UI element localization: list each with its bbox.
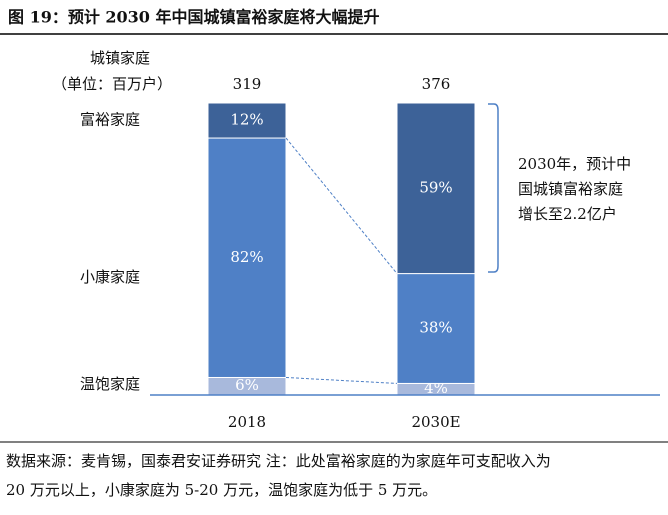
bar-segment: [396, 273, 476, 384]
bar-segment: [396, 102, 476, 275]
annotation: 增长至2.2亿户: [518, 205, 617, 223]
value-label: 59%: [419, 178, 452, 196]
bar-segment: [207, 102, 287, 139]
total-label: 319: [233, 75, 262, 93]
total-label: 376: [422, 75, 451, 93]
value-label: 82%: [230, 248, 263, 266]
source: 数据来源：麦肯锡，国泰君安证券研究 注：此处富裕家庭的为家庭年可支配收入为: [6, 452, 551, 470]
source: 20 万元以上，小康家庭为 5-20 万元，温饱家庭为低于 5 万元。: [6, 481, 437, 499]
series-label: 富裕家庭: [80, 111, 140, 129]
y-label: 城镇家庭: [90, 49, 150, 67]
bracket: [488, 103, 499, 273]
series-label: 温饱家庭: [80, 375, 140, 393]
x-tick-label: 2018: [228, 413, 266, 431]
value-label: 6%: [235, 376, 259, 394]
connector: [285, 137, 398, 274]
annotation: 国城镇富裕家庭: [518, 180, 623, 198]
connector: [285, 376, 398, 384]
value-label: 12%: [230, 111, 263, 129]
bar-segment: [207, 137, 287, 378]
chart-title: 图 19：预计 2030 年中国城镇富裕家庭将大幅提升: [8, 8, 380, 27]
series-label: 小康家庭: [80, 268, 140, 286]
x-tick-label: 2030E: [411, 413, 460, 431]
y-label: （单位：百万户）: [52, 75, 172, 93]
value-label: 38%: [419, 319, 452, 337]
annotation: 2030年，预计中: [518, 155, 631, 173]
